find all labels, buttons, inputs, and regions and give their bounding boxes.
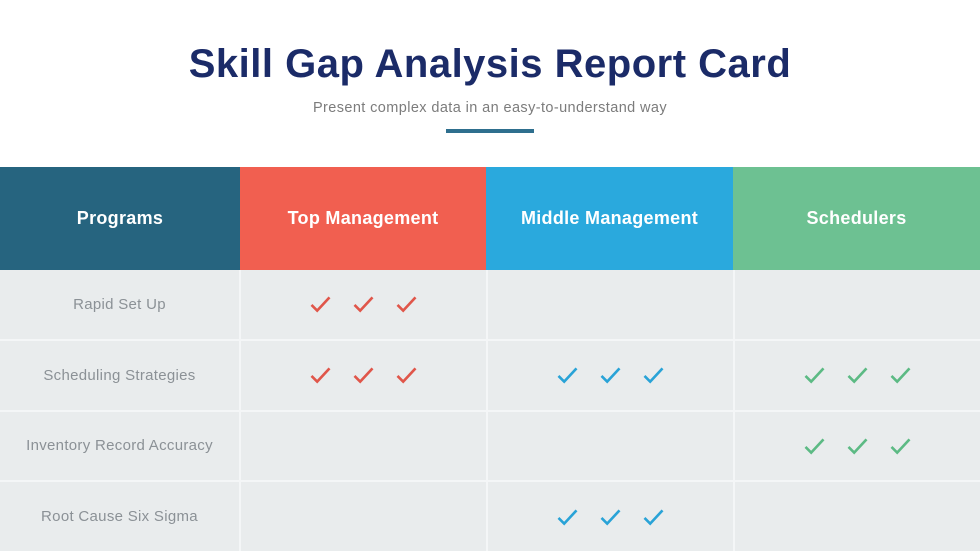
program-label: Scheduling Strategies (43, 366, 196, 384)
check-group (803, 437, 912, 455)
program-label: Inventory Record Accuracy (26, 437, 213, 455)
table-cell-middle-management (488, 482, 733, 551)
checkmark-icon (846, 437, 869, 455)
program-label: Rapid Set Up (73, 295, 166, 313)
report-card-table: Programs Top Management Middle Managemen… (0, 167, 980, 551)
checkmark-icon (352, 366, 375, 384)
table-cell-schedulers (735, 340, 980, 410)
table-row-program-cell: Rapid Set Up (0, 270, 239, 339)
checkmark-icon (309, 295, 332, 313)
check-group (556, 366, 665, 384)
table-cell-schedulers (735, 482, 980, 551)
table-cell-middle-management (488, 411, 733, 481)
checkmark-icon (803, 437, 826, 455)
checkmark-icon (309, 366, 332, 384)
table-cell-top-management (241, 340, 486, 410)
table-row-program-cell: Scheduling Strategies (0, 340, 239, 410)
program-label: Root Cause Six Sigma (41, 508, 198, 526)
column-header-middle-management: Middle Management (486, 167, 733, 270)
checkmark-icon (642, 508, 665, 526)
checkmark-icon (889, 366, 912, 384)
checkmark-icon (599, 366, 622, 384)
table-cell-middle-management (488, 340, 733, 410)
table-cell-top-management (241, 482, 486, 551)
checkmark-icon (642, 366, 665, 384)
table-body: Rapid Set Up Scheduling Strategies Invento… (0, 270, 980, 551)
check-group (803, 366, 912, 384)
checkmark-icon (889, 437, 912, 455)
checkmark-icon (395, 366, 418, 384)
hero-section: Skill Gap Analysis Report Card Present c… (0, 0, 980, 167)
table-row-program-cell: Root Cause Six Sigma (0, 482, 239, 551)
title-underline-divider (446, 129, 534, 133)
checkmark-icon (352, 295, 375, 313)
page-subtitle: Present complex data in an easy-to-under… (312, 100, 668, 116)
checkmark-icon (599, 508, 622, 526)
table-cell-schedulers (735, 270, 980, 339)
table-cell-top-management (241, 270, 486, 339)
checkmark-icon (556, 366, 579, 384)
checkmark-icon (556, 508, 579, 526)
column-header-top-management: Top Management (240, 167, 486, 270)
table-cell-top-management (241, 411, 486, 481)
check-group (556, 508, 665, 526)
check-group (309, 295, 418, 313)
column-header-schedulers: Schedulers (733, 167, 980, 270)
table-row-program-cell: Inventory Record Accuracy (0, 411, 239, 481)
table-header-row: Programs Top Management Middle Managemen… (0, 167, 980, 270)
checkmark-icon (846, 366, 869, 384)
table-cell-middle-management (488, 270, 733, 339)
checkmark-icon (803, 366, 826, 384)
column-header-programs: Programs (0, 167, 240, 270)
checkmark-icon (395, 295, 418, 313)
check-group (309, 366, 418, 384)
table-cell-schedulers (735, 411, 980, 481)
page-title: Skill Gap Analysis Report Card (188, 42, 792, 86)
